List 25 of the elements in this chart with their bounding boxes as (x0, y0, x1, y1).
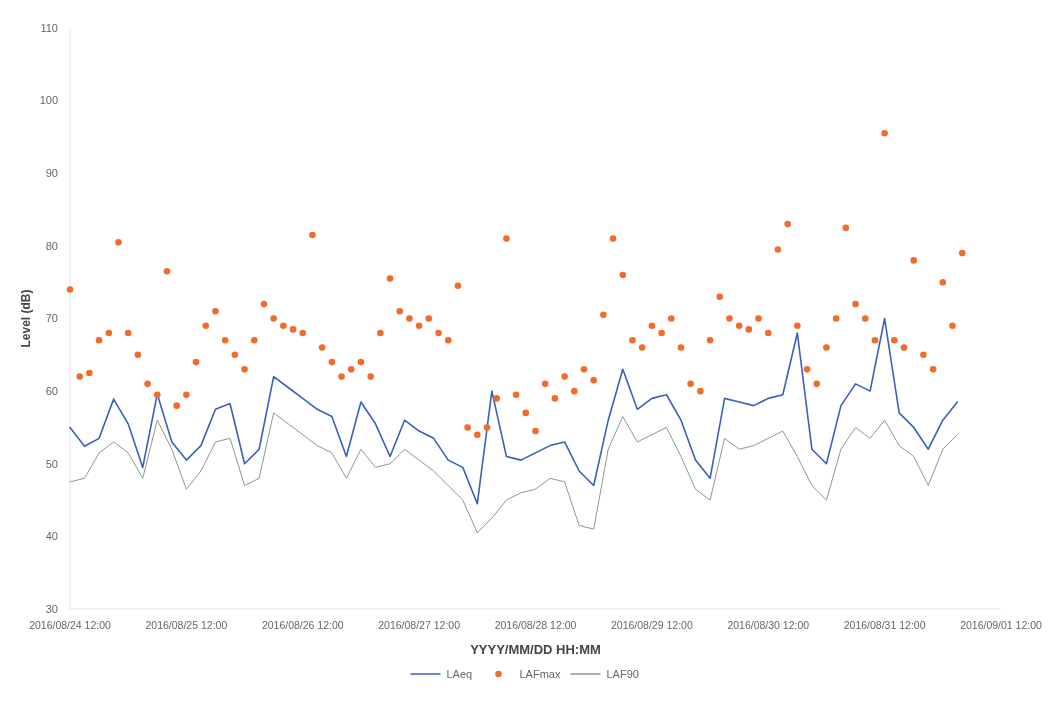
legend-label: LAF90 (606, 667, 639, 680)
x-tick-label: 2016/08/24 12:00 (29, 619, 112, 631)
x-axis-title: YYYY/MM/DD HH:MM (470, 642, 601, 657)
x-tick-label: 2016/08/27 12:00 (378, 619, 461, 631)
legend-label: LAeq (446, 667, 473, 680)
line-series (69, 412, 958, 534)
y-tick-label: 40 (45, 530, 58, 543)
x-tick-label: 2016/09/01 12:00 (960, 619, 1043, 631)
legend-label: LAFmax (519, 667, 561, 680)
y-tick-label: 80 (45, 239, 58, 252)
y-tick-label: 100 (39, 94, 58, 107)
y-tick-label: 30 (45, 602, 58, 615)
x-tick-label: 2016/08/31 12:00 (843, 619, 926, 631)
y-axis-title: Level (dB) (19, 289, 33, 348)
y-tick-label: 70 (45, 312, 58, 325)
y-tick-label: 90 (45, 167, 58, 180)
x-tick-label: 2016/08/29 12:00 (611, 619, 693, 631)
y-tick-label: 60 (45, 384, 58, 397)
x-tick-label: 2016/08/30 12:00 (727, 619, 810, 631)
line-series (69, 317, 959, 505)
y-tick-label: 110 (40, 21, 58, 34)
x-tick-label: 2016/08/28 12:00 (494, 619, 577, 631)
y-tick-label: 50 (45, 457, 58, 470)
x-tick-label: 2016/08/25 12:00 (145, 619, 228, 631)
x-tick-label: 2016/08/26 12:00 (261, 619, 344, 631)
